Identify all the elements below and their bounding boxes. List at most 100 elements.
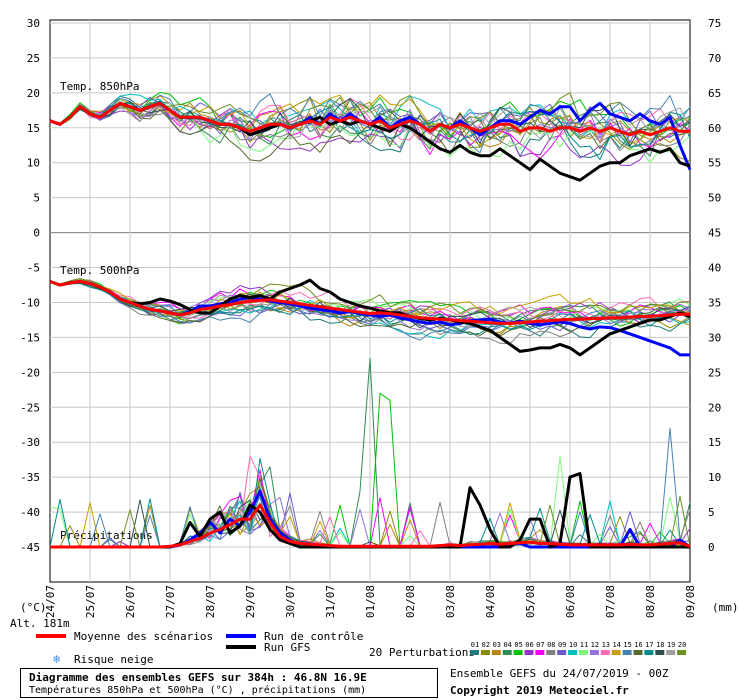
right-tick-label: 25: [708, 366, 721, 379]
perturbation-swatch: [546, 650, 556, 655]
perturbation-swatch: [491, 650, 501, 655]
right-tick-label: 50: [708, 192, 721, 205]
member-line-850: [49, 97, 691, 143]
mean-line-500: [49, 280, 690, 325]
right-unit-label: (mm): [712, 601, 739, 614]
left-unit-label: (°C): [20, 601, 47, 614]
perturbation-number: 10: [569, 641, 577, 649]
member-line-500: [49, 281, 691, 339]
panel-label: Temp. 500hPa: [60, 264, 139, 277]
snow-icon: ❄: [53, 652, 60, 666]
member-line-850: [49, 98, 691, 147]
perturbation-number: 14: [612, 641, 620, 649]
perturbation-swatch: [666, 650, 676, 655]
left-tick-label: 10: [27, 157, 40, 170]
x-tick-label: 08/08: [644, 585, 657, 618]
member-line-850: [49, 105, 691, 143]
left-tick-label: 5: [33, 192, 40, 205]
left-tick-label: -30: [20, 436, 40, 449]
perturbation-number: 16: [634, 641, 642, 649]
perturbation-swatch: [513, 650, 523, 655]
gfs-line-500: [49, 278, 691, 357]
legend-label-mean: Moyenne des scénarios: [74, 630, 213, 643]
perturbation-swatch: [589, 650, 599, 655]
x-tick-label: 05/08: [524, 585, 537, 618]
x-tick-label: 07/08: [604, 585, 617, 618]
x-tick-label: 25/07: [84, 585, 97, 618]
mean-line-850: [49, 101, 690, 137]
right-tick-label: 20: [708, 401, 721, 414]
left-tick-label: -25: [20, 401, 40, 414]
perturbation-number: 08: [547, 641, 555, 649]
x-tick-label: 01/08: [364, 585, 377, 618]
right-tick-label: 15: [708, 436, 721, 449]
x-tick-label: 26/07: [124, 585, 137, 618]
perturbation-swatch: [480, 650, 490, 655]
member-line-850: [49, 95, 691, 148]
perturbation-number: 13: [602, 641, 610, 649]
chart-title: Diagramme des ensembles GEFS sur 384h : …: [29, 671, 367, 684]
x-tick-label: 31/07: [324, 585, 337, 618]
left-tick-label: 0: [33, 227, 40, 240]
right-tick-label: 45: [708, 227, 721, 240]
panel-label: Temp. 850hPa: [60, 80, 139, 93]
perturbation-swatch: [600, 650, 610, 655]
right-tick-label: 65: [708, 87, 721, 100]
perturbation-number: 01: [471, 641, 479, 649]
perturbation-number: 07: [536, 641, 544, 649]
chart-subtitle: Températures 850hPa et 500hPa (°C) , pré…: [29, 685, 367, 696]
perturbation-number: 04: [503, 641, 511, 649]
right-tick-label: 60: [708, 122, 721, 135]
x-tick-label: 30/07: [284, 585, 297, 618]
legend-label-control: Run de contrôle: [264, 630, 363, 643]
perturbation-swatch: [644, 650, 654, 655]
perturbation-number: 12: [591, 641, 599, 649]
perturbation-swatch: [502, 650, 512, 655]
perturbation-number: 20: [678, 641, 686, 649]
perturbation-swatch: [622, 650, 632, 655]
perturbation-swatch: [524, 650, 534, 655]
left-tick-label: 25: [27, 52, 40, 65]
copyright: Copyright 2019 Meteociel.fr: [450, 684, 629, 697]
info-box: Diagramme des ensembles GEFS sur 384h : …: [20, 668, 438, 698]
left-tick-label: -45: [20, 541, 40, 554]
x-tick-label: 06/08: [564, 585, 577, 618]
right-tick-label: 10: [708, 471, 721, 484]
right-tick-label: 35: [708, 296, 721, 309]
perturbation-swatch: [633, 650, 643, 655]
left-tick-label: 15: [27, 122, 40, 135]
right-tick-label: 30: [708, 331, 721, 344]
perturbation-swatch: [557, 650, 567, 655]
legend-label-gfs: Run GFS: [264, 641, 310, 654]
x-tick-label: 24/07: [44, 585, 57, 618]
perturbation-swatch: [579, 650, 588, 655]
member-line-500: [49, 281, 691, 341]
right-tick-label: 0: [708, 541, 715, 554]
x-tick-label: 04/08: [484, 585, 497, 618]
perturbation-swatch: [470, 650, 479, 655]
perturbation-swatch: [535, 650, 545, 655]
left-tick-label: -40: [20, 506, 40, 519]
perturbation-number: 15: [623, 641, 631, 649]
legend-label-perturbations: 20 Perturbations: [369, 646, 475, 659]
left-tick-label: -5: [27, 262, 40, 275]
left-tick-label: -20: [20, 366, 40, 379]
perturbation-number: 02: [482, 641, 490, 649]
mean-line-precip: [50, 503, 691, 549]
perturbation-swatch: [677, 650, 687, 655]
member-line-850: [49, 101, 691, 152]
right-tick-label: 75: [708, 17, 721, 30]
perturbation-number: 03: [493, 641, 501, 649]
right-tick-label: 55: [708, 157, 721, 170]
x-tick-label: 27/07: [164, 585, 177, 618]
left-tick-label: -35: [20, 471, 40, 484]
perturbation-number: 05: [514, 641, 522, 649]
x-tick-label: 28/07: [204, 585, 217, 618]
member-line-850: [49, 91, 691, 141]
x-tick-label: 02/08: [404, 585, 417, 618]
legend-label-snow: Risque neige: [74, 653, 153, 666]
altitude-label: Alt. 181m: [10, 617, 70, 630]
right-tick-label: 70: [708, 52, 721, 65]
perturbation-number: 18: [656, 641, 664, 649]
